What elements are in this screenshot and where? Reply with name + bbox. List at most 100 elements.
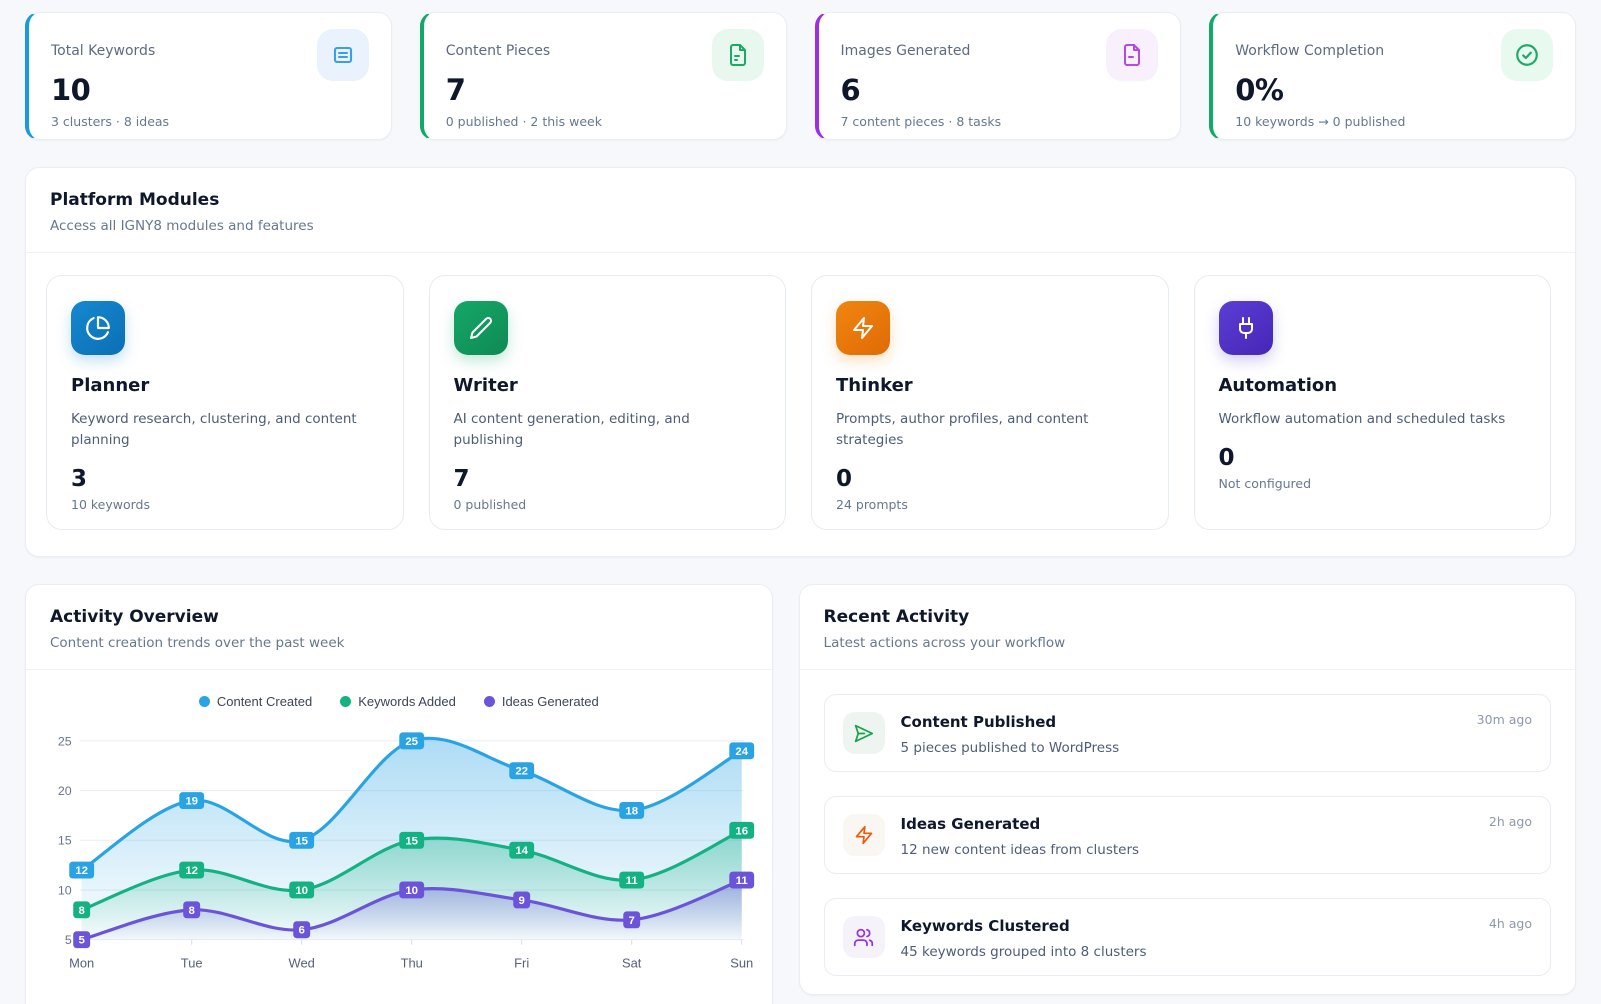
stat-subtext: 10 keywords → 0 published: [1235, 114, 1406, 129]
svg-text:Wed: Wed: [289, 956, 315, 971]
recent-activity-header: Recent Activity Latest actions across yo…: [800, 585, 1575, 669]
svg-text:12: 12: [185, 865, 198, 877]
module-card-automation[interactable]: Automation Workflow automation and sched…: [1193, 275, 1551, 530]
divider: [799, 669, 1575, 670]
activity-description: 5 pieces published to WordPress: [900, 740, 1120, 756]
module-description: Workflow automation and scheduled tasks: [1218, 411, 1506, 427]
stats-row: Total Keywords 10 3 clusters · 8 ideas C…: [25, 12, 1576, 140]
stat-card-header: Images Generated: [841, 29, 1159, 81]
check-circle-icon: [1501, 29, 1553, 81]
svg-text:6: 6: [299, 925, 305, 937]
legend-item[interactable]: Ideas Generated: [483, 694, 599, 709]
recent-activity-panel: Recent Activity Latest actions across yo…: [798, 584, 1576, 995]
activity-item-keywords-clustered: Keywords Clustered 45 keywords grouped i…: [823, 898, 1551, 976]
module-name: Writer: [453, 375, 518, 396]
activity-list: Content Published 5 pieces published to …: [800, 670, 1575, 994]
activity-item-text: Keywords Clustered 45 keywords grouped i…: [901, 914, 1147, 960]
activity-title: Ideas Generated: [900, 815, 1041, 833]
legend-item[interactable]: Keywords Added: [340, 694, 456, 709]
svg-text:20: 20: [58, 784, 72, 798]
send-icon: [842, 712, 885, 754]
divider: [26, 252, 1575, 253]
legend-dot: [198, 696, 210, 707]
stat-subtext: 7 content pieces · 8 tasks: [840, 114, 1002, 129]
svg-text:8: 8: [188, 905, 194, 917]
activity-timestamp: 30m ago: [1476, 712, 1532, 727]
svg-text:Sun: Sun: [730, 956, 753, 971]
activity-timestamp: 2h ago: [1488, 814, 1532, 829]
svg-text:25: 25: [58, 734, 72, 748]
stat-value: 10: [51, 73, 91, 107]
svg-text:15: 15: [295, 835, 308, 847]
bottom-row: Activity Overview Content creation trend…: [25, 584, 1576, 1004]
svg-text:8: 8: [78, 905, 84, 917]
stat-card-total-keywords: Total Keywords 10 3 clusters · 8 ideas: [25, 12, 392, 140]
module-subtext: Not configured: [1218, 475, 1312, 491]
module-card-thinker[interactable]: Thinker Prompts, author profiles, and co…: [811, 275, 1169, 530]
module-value: 0: [1218, 444, 1235, 471]
stat-card-content-pieces: Content Pieces 7 0 published · 2 this we…: [419, 12, 787, 140]
module-name: Thinker: [836, 375, 913, 396]
activity-overview-panel: Activity Overview Content creation trend…: [25, 584, 773, 1004]
stat-card-header: Workflow Completion: [1235, 29, 1553, 81]
legend-item[interactable]: Content Created: [198, 694, 313, 709]
svg-text:11: 11: [736, 875, 749, 887]
svg-text:Thu: Thu: [401, 956, 423, 971]
legend-label: Content Created: [216, 694, 313, 709]
svg-text:22: 22: [515, 766, 528, 778]
stat-card-header: Total Keywords: [51, 29, 369, 81]
svg-text:15: 15: [405, 835, 418, 847]
svg-text:9: 9: [519, 895, 525, 907]
module-description: Prompts, author profiles, and content st…: [836, 411, 1089, 448]
panel-title: Recent Activity: [823, 607, 970, 627]
stat-subtext: 0 published · 2 this week: [445, 114, 602, 129]
module-card-writer[interactable]: Writer AI content generation, editing, a…: [428, 275, 786, 530]
activity-title: Content Published: [900, 713, 1057, 731]
svg-text:Sat: Sat: [622, 956, 642, 971]
module-name: Planner: [71, 375, 150, 396]
svg-text:10: 10: [295, 885, 308, 897]
platform-modules-header: Platform Modules Access all IGNY8 module…: [26, 168, 1575, 252]
panel-title: Activity Overview: [50, 607, 219, 627]
pencil-icon: [453, 301, 508, 355]
svg-text:19: 19: [185, 795, 198, 807]
svg-text:Mon: Mon: [69, 956, 94, 971]
svg-text:18: 18: [625, 805, 638, 817]
activity-description: 12 new content ideas from clusters: [900, 842, 1140, 858]
svg-text:5: 5: [65, 933, 72, 947]
module-value: 0: [836, 465, 853, 492]
svg-text:25: 25: [405, 736, 418, 748]
svg-text:Tue: Tue: [181, 956, 203, 971]
svg-text:Fri: Fri: [514, 956, 529, 971]
zap-icon: [836, 301, 890, 355]
module-description: Keyword research, clustering, and conten…: [71, 411, 357, 448]
pie-chart-icon: [71, 301, 125, 355]
stat-value: 0%: [1235, 73, 1284, 107]
activity-item-text: Content Published 5 pieces published to …: [901, 710, 1120, 756]
stat-label: Total Keywords: [51, 43, 156, 59]
zap-icon: [842, 814, 885, 856]
svg-text:24: 24: [735, 746, 748, 758]
module-subtext: 10 keywords: [71, 496, 150, 512]
activity-item-content-published: Content Published 5 pieces published to …: [823, 694, 1551, 772]
stat-label: Workflow Completion: [1235, 43, 1385, 59]
legend-dot: [340, 696, 352, 707]
list-icon: [316, 29, 369, 81]
legend-dot: [483, 696, 495, 707]
activity-item-text: Ideas Generated 12 new content ideas fro…: [901, 812, 1140, 858]
platform-modules-panel: Platform Modules Access all IGNY8 module…: [25, 167, 1576, 557]
module-name: Automation: [1218, 375, 1338, 396]
panel-title: Platform Modules: [50, 190, 220, 210]
svg-text:11: 11: [626, 875, 639, 887]
activity-chart: 5 10 15 20 25 Mon Tue Wed Thu Fri Sat Sun 12 19 15 25 22…: [58, 732, 755, 971]
module-subtext: 24 prompts: [836, 496, 908, 512]
panel-subtitle: Latest actions across your workflow: [823, 635, 1066, 651]
module-card-planner[interactable]: Planner Keyword research, clustering, an…: [46, 275, 404, 530]
file-text-icon: [711, 29, 764, 81]
users-icon: [842, 916, 885, 958]
chart-body: Content Created Keywords Added Ideas Gener…: [26, 670, 772, 977]
svg-text:10: 10: [58, 883, 72, 897]
svg-text:7: 7: [629, 915, 635, 927]
stat-card-workflow-completion: Workflow Completion 0% 10 keywords → 0 p…: [1209, 12, 1576, 140]
